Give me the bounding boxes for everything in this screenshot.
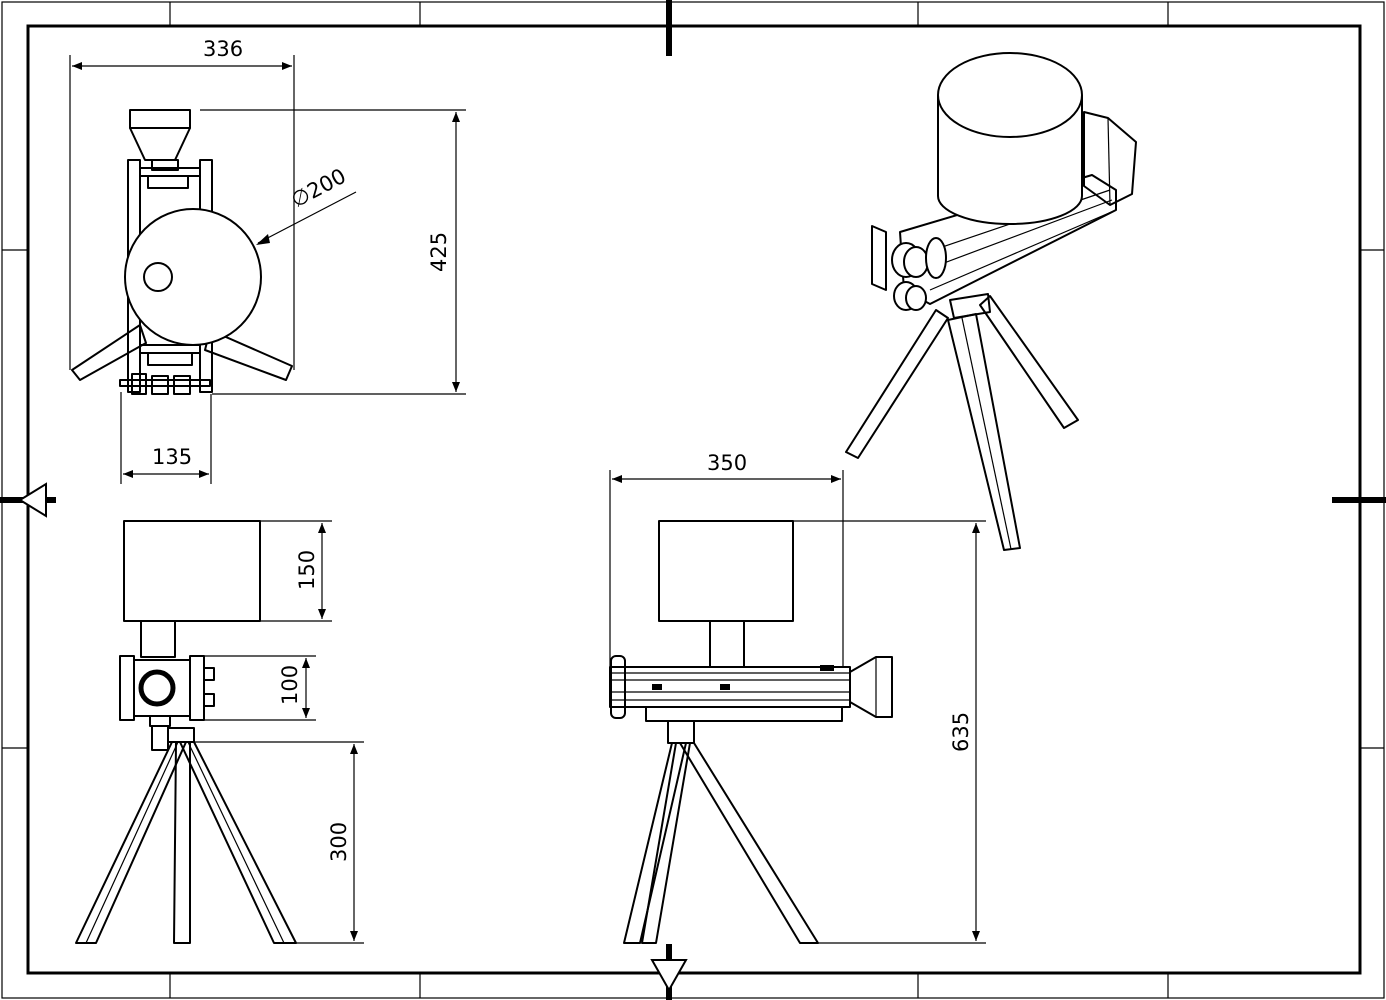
- dim-top-diameter: ∅200: [287, 164, 350, 213]
- dim-front-width: 350: [707, 451, 747, 475]
- dim-top-base: 135: [152, 445, 192, 469]
- dimension-labels: 336 ∅200 425 135 150 100 300 350 635: [152, 37, 973, 862]
- isometric-view: [845, 52, 1137, 551]
- dim-top-width: 336: [203, 37, 243, 61]
- dim-side-box-height: 150: [295, 550, 319, 590]
- dim-side-tripod-height: 300: [327, 822, 351, 862]
- dim-side-mid-height: 100: [278, 665, 302, 705]
- top-view: [69, 55, 466, 484]
- dim-top-height: 425: [427, 232, 451, 272]
- dim-front-total-height: 635: [949, 712, 973, 752]
- side-view: [75, 520, 364, 944]
- front-view: [609, 470, 986, 944]
